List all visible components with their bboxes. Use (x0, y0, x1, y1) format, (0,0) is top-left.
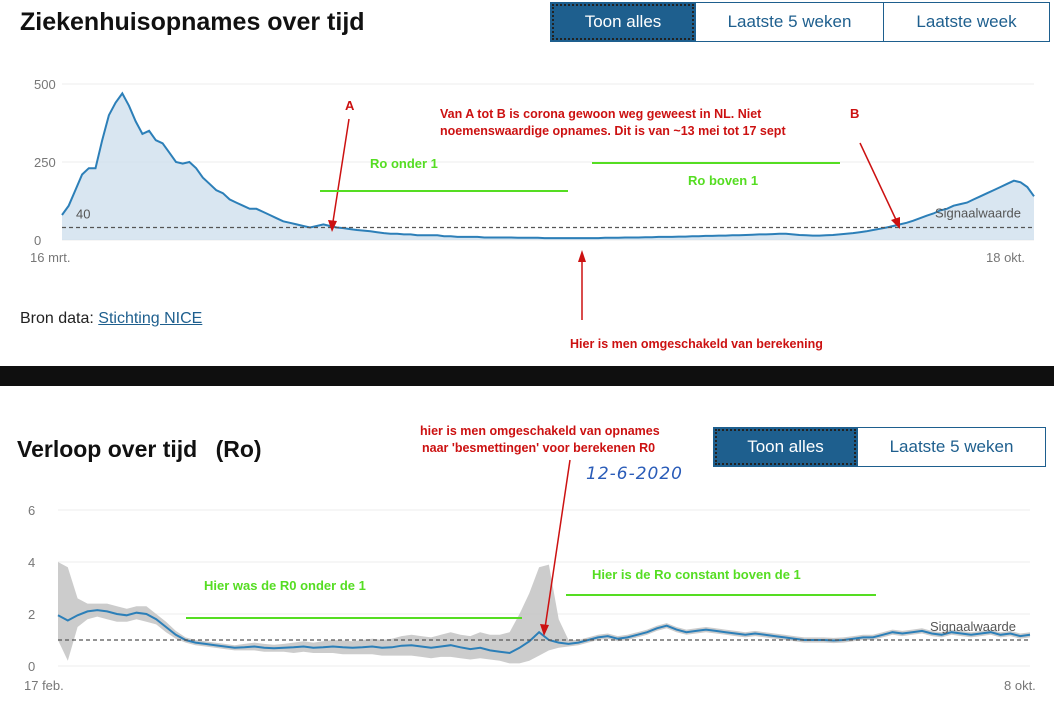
section-title: Verloop over tijd (Ro) (17, 436, 262, 463)
admissions-area (62, 93, 1034, 241)
x-tick-label: 18 okt. (986, 250, 1025, 265)
annotation-switch-note: Hier is men omgeschakeld van berekening (570, 337, 823, 351)
handwritten-date: 12-6-2020 (586, 464, 683, 484)
data-source: Bron data: Stichting NICE (20, 310, 202, 328)
x-tick-label: 16 mrt. (30, 250, 70, 265)
page-title: Ziekenhuisopnames over tijd (20, 8, 365, 36)
annotation-ro-above: Ro boven 1 (688, 173, 758, 188)
section-title-suffix: (Ro) (215, 436, 262, 462)
toon-alles-button[interactable]: Toon alles (551, 3, 695, 41)
source-link[interactable]: Stichting NICE (98, 310, 203, 327)
annotation-arrowhead-b (891, 217, 900, 229)
annotation-arrowhead-a (328, 220, 337, 232)
annotation-arrowhead-switch (578, 250, 586, 262)
hospital-admissions-panel: Ziekenhuisopnames over tijd Toon alles L… (20, 2, 1050, 351)
threshold-value-label: 40 (76, 207, 90, 222)
annotation-arrow-a (331, 118, 350, 229)
laatste-5-weken-button[interactable]: Laatste 5 weken (695, 3, 883, 41)
annotation-label-b: B (850, 106, 859, 121)
y-tick-label: 250 (34, 155, 56, 170)
toon-alles-button[interactable]: Toon alles (714, 428, 857, 466)
laatste-5-weken-button[interactable]: Laatste 5 weken (857, 428, 1045, 466)
admissions-chart: 40 Signaalwaarde 0 250 500 16 mrt. 18 ok… (30, 77, 1035, 351)
panel-divider (0, 366, 1054, 386)
source-label: Bron data: (20, 310, 94, 327)
annotation-ro-under: Ro onder 1 (370, 156, 438, 171)
y-tick-label: 0 (34, 233, 41, 248)
threshold-label: Signaalwaarde (935, 206, 1021, 221)
annotation-text-ab-2: noemenswaardige opnames. Dit is van ~13 … (440, 124, 786, 138)
y-tick-label: 500 (34, 77, 56, 92)
annotation-text-ab-1: Van A tot B is corona gewoon weg geweest… (440, 107, 762, 121)
annotation-label-a: A (345, 98, 355, 113)
admissions-line (61, 91, 1035, 240)
annotation-arrow-b (859, 142, 899, 225)
reproduction-number-panel: Verloop over tijd (Ro) Toon alles Laatst… (0, 386, 1054, 715)
range-toggle-top: Toon alles Laatste 5 weken Laatste week (550, 2, 1050, 42)
laatste-week-button[interactable]: Laatste week (883, 3, 1049, 41)
section-title-text: Verloop over tijd (17, 436, 198, 462)
range-toggle-bottom: Toon alles Laatste 5 weken (713, 427, 1046, 467)
